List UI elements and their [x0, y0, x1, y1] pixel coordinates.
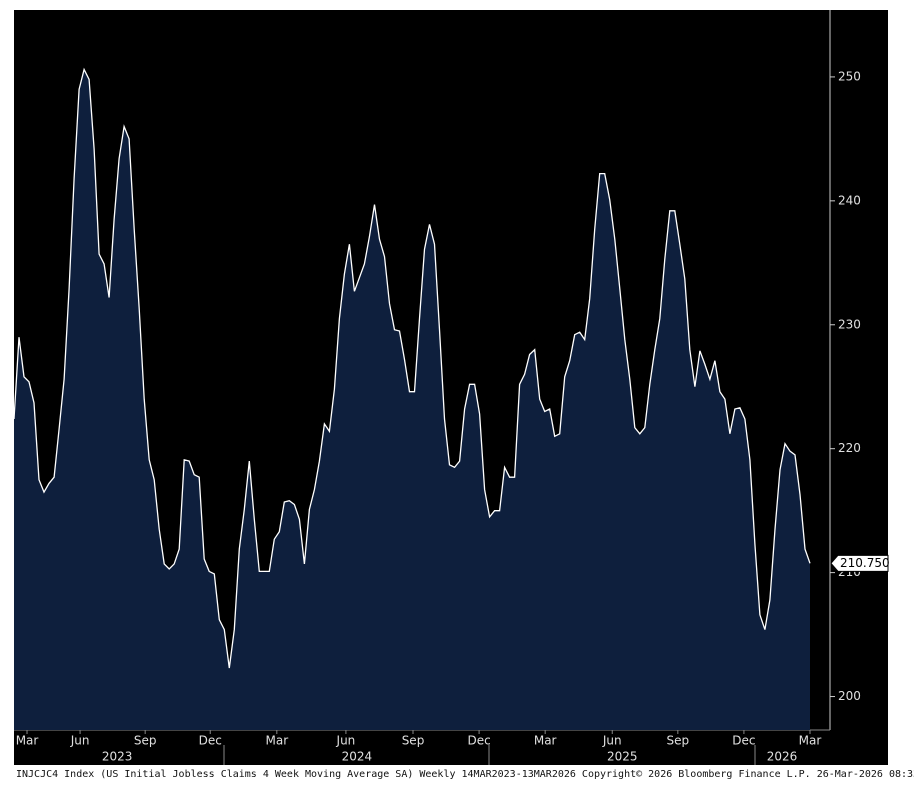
x-tick-label: Sep: [134, 734, 157, 748]
area: [14, 69, 810, 730]
y-tick-label: 250: [838, 69, 861, 83]
footer: INJCJC4 Index (US Initial Jobless Claims…: [16, 769, 914, 780]
y-tick-label: 240: [838, 193, 861, 207]
last-value-label: 210.750: [840, 556, 890, 570]
x-tick-label: Jun: [336, 734, 356, 748]
year-label: 2026: [767, 750, 798, 764]
x-tick-label: Jun: [70, 734, 90, 748]
x-tick-label: Dec: [467, 734, 490, 748]
year-label: 2023: [102, 750, 133, 764]
year-label: 2025: [607, 750, 638, 764]
year-label: 2024: [342, 750, 373, 764]
x-tick-label: Jun: [602, 734, 622, 748]
x-tick-label: Mar: [799, 734, 822, 748]
x-tick-label: Dec: [199, 734, 222, 748]
x-tick-label: Sep: [402, 734, 425, 748]
x-tick-label: Mar: [534, 734, 557, 748]
x-tick-label: Mar: [266, 734, 289, 748]
y-tick-label: 200: [838, 689, 861, 703]
x-tick-label: Dec: [732, 734, 755, 748]
y-tick-label: 220: [838, 441, 861, 455]
last-value-box: [830, 554, 889, 572]
y-tick-label: 230: [838, 317, 861, 331]
x-tick-label: Mar: [16, 734, 39, 748]
x-tick-label: Sep: [667, 734, 690, 748]
line: [13, 67, 811, 669]
